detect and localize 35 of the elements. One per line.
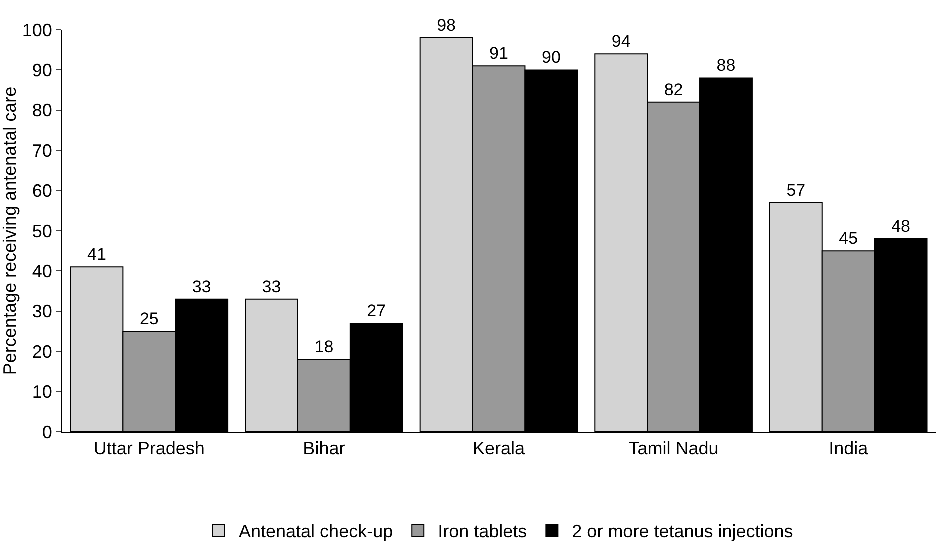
- data-label: 91: [490, 44, 508, 64]
- y-tick-label: 50: [32, 221, 52, 242]
- y-tick-label: 100: [22, 20, 52, 40]
- y-tick-label: 30: [32, 302, 52, 322]
- x-tick-label: India: [829, 438, 870, 459]
- data-label: 18: [314, 338, 334, 357]
- x-tick-label: Kerala: [472, 438, 526, 459]
- y-tick-label: 90: [32, 60, 52, 80]
- y-tick-label: 10: [32, 382, 52, 402]
- data-label: 48: [892, 217, 910, 236]
- legend-label: Antenatal check-up: [239, 522, 394, 542]
- data-label: 33: [262, 277, 282, 296]
- data-label: 90: [542, 48, 561, 68]
- y-tick-label: 70: [32, 140, 52, 161]
- x-tick-label: Tamil Nadu: [628, 438, 719, 459]
- data-label: 45: [839, 229, 858, 248]
- y-axis-title: Percentage receiving antenatal care: [0, 86, 20, 376]
- data-label: 82: [664, 80, 684, 100]
- data-label: 88: [716, 56, 736, 76]
- y-tick-label: 60: [32, 181, 52, 202]
- legend-label: 2 or more tetanus injections: [572, 522, 794, 542]
- x-tick-label: Uttar Pradesh: [94, 438, 205, 459]
- x-tick-label: Bihar: [303, 438, 346, 459]
- y-tick-label: 40: [32, 262, 52, 282]
- data-label: 25: [140, 310, 159, 328]
- y-tick-label: 20: [32, 342, 52, 362]
- data-label: 41: [88, 245, 106, 264]
- y-tick-label: 80: [32, 100, 52, 121]
- y-tick-label: 0: [42, 422, 52, 442]
- data-label: 94: [612, 32, 631, 52]
- data-label: 98: [437, 16, 456, 36]
- data-label: 27: [367, 301, 386, 320]
- data-label: 57: [786, 180, 806, 200]
- legend-label: Iron tablets: [438, 522, 528, 542]
- data-label: 33: [192, 277, 212, 296]
